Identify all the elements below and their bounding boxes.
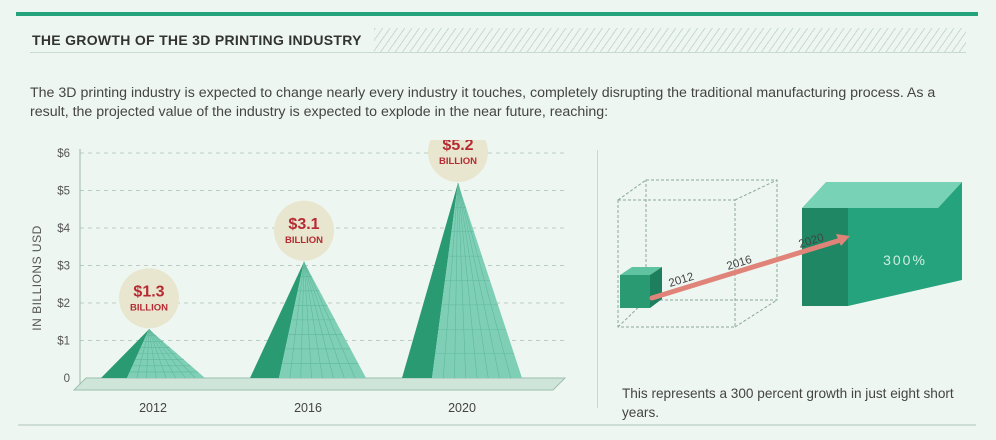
pyramid-left-face [250,261,304,378]
y-tick-label: $6 [57,148,70,160]
wireframe-edge [734,299,778,328]
value-unit-label: BILLION [439,156,477,167]
vertical-divider [597,150,598,408]
growth-caption: This represents a 300 percent growth in … [622,385,954,420]
wireframe-back [645,179,778,301]
value-label: $3.1 [288,216,319,233]
value-unit-label: BILLION [285,235,323,246]
pyramid-grid-line [303,261,345,379]
wireframe-cube [617,179,778,328]
pyramid-grid-line [148,329,186,379]
value-label: $5.2 [442,140,473,154]
value-label: $1.3 [133,283,164,300]
small-cube [620,267,662,308]
pyramid-grid-line [303,261,334,379]
y-tick-label: $5 [57,186,70,198]
pyramid-left-face [402,183,458,378]
value-badge [274,200,334,261]
pyramid-left-face [101,329,149,378]
pyramid-grid-line [148,329,196,379]
value-unit-label: BILLION [130,302,168,313]
y-tick-label: $2 [57,298,70,310]
growth-percent-label: 300% [883,252,927,268]
large-cube-side [802,208,848,306]
y-tick-label: $4 [57,223,70,235]
pyramid-grid-line [457,182,489,379]
section-header: THE GROWTH OF THE 3D PRINTING INDUSTRY [30,28,966,53]
top-divider [16,12,978,16]
section-title: THE GROWTH OF THE 3D PRINTING INDUSTRY [30,28,374,52]
y-tick-label: 0 [64,373,70,385]
large-cube-front [848,182,962,306]
y-tick-label: $3 [57,261,70,273]
bottom-divider [18,424,976,426]
x-tick-label: 2016 [294,401,322,415]
pyramid-grid-line [303,261,356,379]
pyramid-2016: $3.1 BILLION [250,200,366,379]
y-tick-label: $1 [57,336,70,348]
cropped-text-fragment [28,0,958,6]
y-axis-label: IN BILLIONS USD [30,225,44,331]
pyramid-grid-line [148,329,177,379]
wireframe-edge [617,179,647,201]
pyramid-grid-line [148,329,167,379]
chart-base-platform [72,377,567,391]
intro-paragraph: The 3D printing industry is expected to … [30,85,936,121]
wireframe-edge [734,179,778,201]
pyramid-2020: $5.2 BILLION [402,140,522,379]
small-cube-front [620,275,650,308]
growth-arrow [649,236,847,301]
large-cube [802,182,962,306]
value-badge [428,140,488,182]
x-tick-label: 2012 [139,401,167,415]
pyramid-chart: 0 $1 $2 $3 $4 $5 $6 IN BILLIONS USD $1.3 BILLION 2… [30,140,567,415]
large-cube-top [802,182,962,208]
pyramid-grid-line [457,182,478,379]
wireframe-front [617,199,736,328]
value-badge [119,268,179,329]
x-tick-label: 2020 [448,401,476,415]
pyramid-2012: $1.3 BILLION [101,268,205,379]
pyramid-grid-line [457,182,512,379]
small-cube-top [620,267,662,275]
growth-arrow-head [836,234,850,246]
pyramid-grid-line [303,261,323,379]
pyramid-grid-line [457,182,500,379]
